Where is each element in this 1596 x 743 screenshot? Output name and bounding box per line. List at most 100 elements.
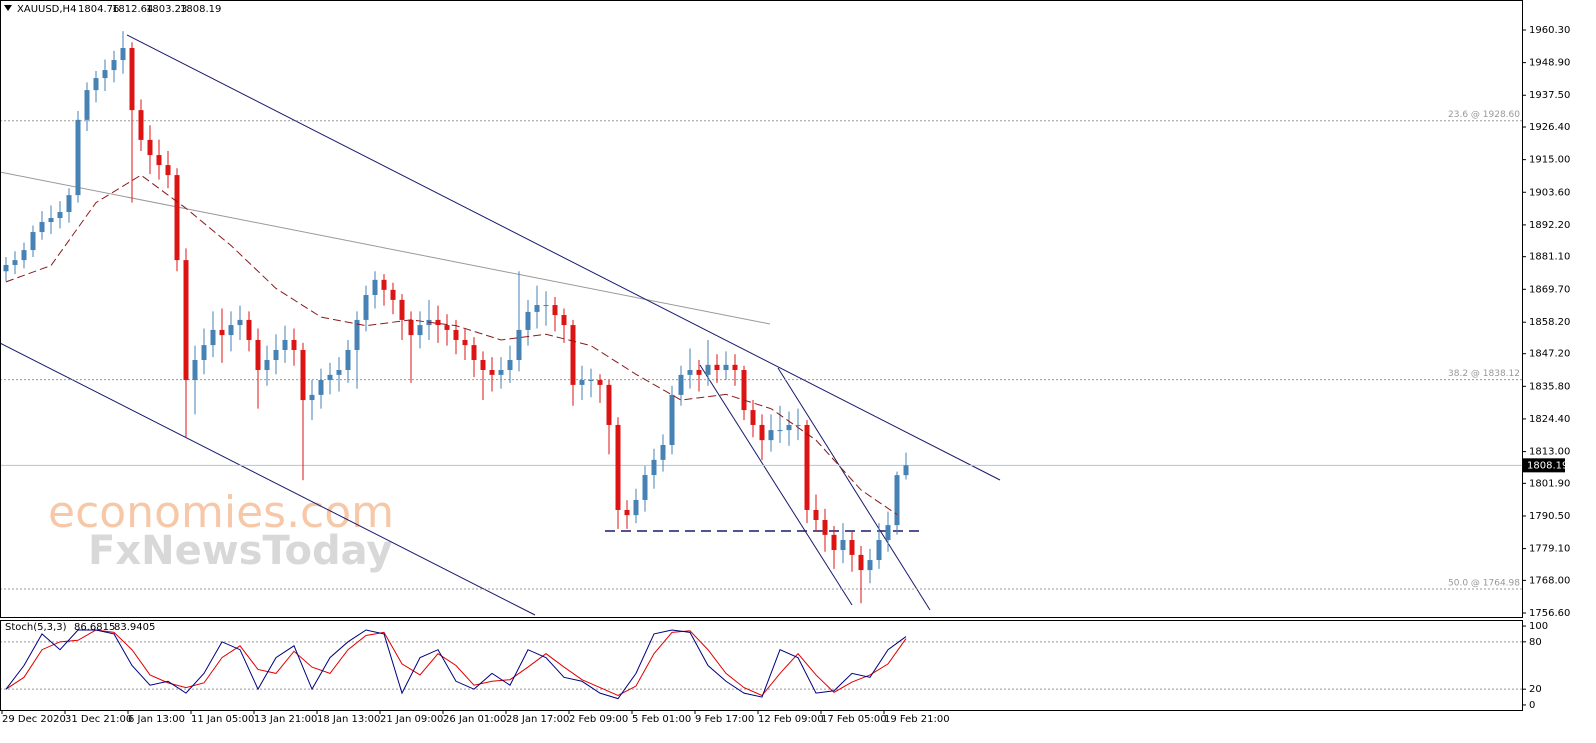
stoch-title: Stoch(5,3,3) bbox=[5, 622, 67, 633]
candle-body bbox=[12, 260, 18, 265]
y-tick-label: 1768.00 bbox=[1529, 575, 1570, 586]
candle-body bbox=[264, 359, 270, 371]
x-tick-label: 29 Dec 2020 bbox=[2, 714, 66, 725]
level-label: 38.2 @ 1838.12 bbox=[1448, 369, 1520, 379]
candle-body bbox=[570, 325, 576, 385]
candle-body bbox=[273, 349, 279, 360]
watermark-text: economies.com bbox=[48, 487, 394, 538]
candle-body bbox=[327, 374, 333, 381]
candle-body bbox=[840, 540, 846, 551]
x-tick-label: 13 Jan 21:00 bbox=[254, 714, 317, 725]
candle-body bbox=[3, 264, 9, 272]
candle-body bbox=[156, 155, 162, 166]
candle-body bbox=[75, 119, 81, 196]
candle-body bbox=[723, 364, 729, 371]
candle-body bbox=[291, 339, 297, 350]
candle-body bbox=[507, 359, 513, 371]
candle-body bbox=[120, 48, 126, 61]
candle-body bbox=[246, 319, 252, 340]
candle-body bbox=[219, 329, 225, 336]
stoch-tick-label: 100 bbox=[1529, 621, 1548, 632]
x-tick-label: 2 Feb 09:00 bbox=[569, 714, 628, 725]
x-tick-label: 12 Feb 09:00 bbox=[758, 714, 824, 725]
stoch-main bbox=[5, 629, 907, 700]
y-tick-label: 1915.00 bbox=[1529, 155, 1570, 166]
candle-body bbox=[561, 315, 567, 326]
stoch-main-value: 86.6815 bbox=[74, 622, 115, 633]
channel-line bbox=[126, 34, 1001, 481]
candle-body bbox=[687, 370, 693, 375]
candle-body bbox=[669, 394, 675, 445]
y-tick-label: 1869.70 bbox=[1529, 284, 1570, 295]
stoch-tick-label: 20 bbox=[1529, 684, 1542, 695]
candle-body bbox=[489, 370, 495, 375]
candle-body bbox=[849, 540, 855, 555]
y-tick-label: 1835.80 bbox=[1529, 381, 1570, 392]
candle-body bbox=[444, 325, 450, 330]
stoch-signal bbox=[5, 629, 907, 697]
y-tick-label: 1903.60 bbox=[1529, 187, 1570, 198]
candle-body bbox=[111, 60, 117, 71]
stoch-plot bbox=[1, 629, 1522, 700]
y-tick-label: 1937.50 bbox=[1529, 90, 1570, 101]
price-plot: 23.6 @ 1928.60 38.2 @ 1838.12 50.0 @ 1764.… bbox=[1, 31, 1522, 604]
stoch-tick-label: 0 bbox=[1529, 700, 1535, 711]
ohlc-close: 1808.19 bbox=[180, 4, 221, 15]
candle-body bbox=[354, 319, 360, 350]
candle-body bbox=[813, 509, 819, 520]
candle-body bbox=[300, 349, 306, 401]
y-tick-label: 1892.20 bbox=[1529, 220, 1570, 231]
candle-body bbox=[804, 424, 810, 510]
candle-body bbox=[408, 319, 414, 336]
stoch-signal-value: 83.9405 bbox=[114, 622, 155, 633]
candle-body bbox=[894, 475, 900, 526]
candle-body bbox=[84, 90, 90, 120]
candle-body bbox=[21, 250, 27, 261]
candle-body bbox=[282, 339, 288, 350]
candle-body bbox=[759, 424, 765, 441]
candle-body bbox=[381, 279, 387, 290]
candle-body bbox=[147, 139, 153, 156]
candle-body bbox=[624, 509, 630, 516]
channel-line bbox=[699, 364, 853, 606]
x-tick-label: 11 Jan 05:00 bbox=[191, 714, 254, 725]
candle-body bbox=[633, 499, 639, 516]
candle-body bbox=[138, 110, 144, 140]
price-panel bbox=[0, 0, 1523, 618]
y-tick-label: 1948.90 bbox=[1529, 58, 1570, 69]
candle-body bbox=[498, 370, 504, 375]
channel-line bbox=[1, 342, 536, 616]
candle-body bbox=[534, 305, 540, 312]
y-tick-label: 1801.90 bbox=[1529, 478, 1570, 489]
candle-body bbox=[696, 370, 702, 375]
level-label: 50.0 @ 1764.98 bbox=[1448, 579, 1520, 589]
candle-body bbox=[552, 305, 558, 316]
candle-body bbox=[750, 410, 756, 425]
trend-line bbox=[1, 171, 771, 325]
candle-body bbox=[705, 364, 711, 375]
candle-body bbox=[597, 380, 603, 385]
ohlc-high: 1812.64 bbox=[112, 4, 153, 15]
candle-body bbox=[57, 212, 63, 219]
candle-body bbox=[318, 380, 324, 395]
candle-body bbox=[543, 305, 549, 307]
candle-body bbox=[453, 329, 459, 340]
x-tick-label: 28 Jan 17:00 bbox=[506, 714, 569, 725]
candle-body bbox=[372, 279, 378, 296]
y-tick-label: 1858.20 bbox=[1529, 317, 1570, 328]
candle-body bbox=[309, 394, 315, 401]
x-tick-label: 21 Jan 09:00 bbox=[380, 714, 443, 725]
symbol: XAUUSD,H4 bbox=[17, 4, 76, 15]
candle-body bbox=[516, 329, 522, 360]
candle-body bbox=[651, 459, 657, 476]
level-label: 23.6 @ 1928.60 bbox=[1448, 110, 1520, 120]
candle-body bbox=[48, 218, 54, 223]
candle-body bbox=[417, 325, 423, 336]
candle-body bbox=[678, 374, 684, 395]
candle-body bbox=[435, 319, 441, 326]
ohlc-open: 1804.76 bbox=[78, 4, 119, 15]
y-tick-label: 1756.60 bbox=[1529, 608, 1570, 619]
watermark: economies.com FxNewsToday bbox=[48, 487, 394, 574]
candle-body bbox=[165, 165, 171, 176]
candle-body bbox=[192, 359, 198, 381]
